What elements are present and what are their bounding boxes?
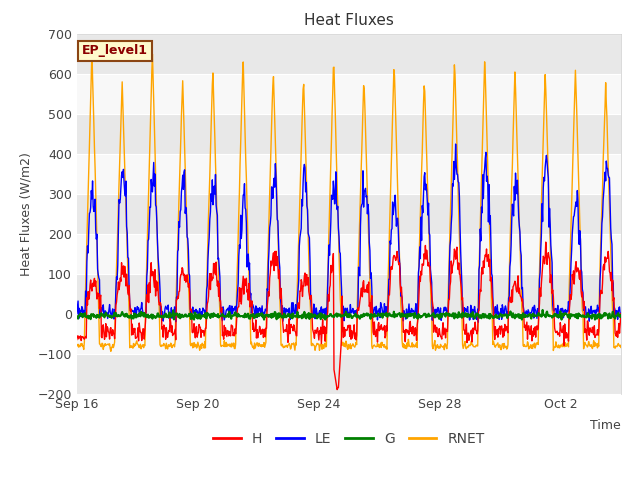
- Line: LE: LE: [77, 144, 621, 322]
- RNET: [202, 305, 210, 311]
- RNET: [107, 348, 115, 354]
- Bar: [77, 274, 621, 313]
- H: [542, 239, 550, 245]
- Bar: [77, 154, 621, 193]
- Bar: [77, 34, 621, 73]
- H: [382, 333, 390, 339]
- H: [300, 283, 308, 289]
- G: [382, 313, 390, 319]
- LE: [452, 141, 460, 147]
- G: [190, 317, 198, 323]
- Bar: [77, 313, 621, 354]
- RNET: [73, 343, 81, 349]
- LE: [513, 178, 521, 183]
- Line: G: G: [77, 310, 621, 320]
- RNET: [93, 238, 101, 243]
- G: [513, 312, 520, 318]
- G: [539, 307, 547, 313]
- RNET: [301, 124, 309, 130]
- H: [513, 289, 520, 295]
- LE: [474, 319, 482, 325]
- Text: EP_level1: EP_level1: [82, 44, 148, 58]
- G: [73, 313, 81, 319]
- H: [73, 336, 81, 342]
- RNET: [617, 345, 625, 350]
- G: [93, 315, 100, 321]
- RNET: [272, 163, 280, 168]
- G: [271, 310, 279, 315]
- Bar: [77, 234, 621, 274]
- H: [617, 311, 625, 316]
- H: [271, 249, 278, 254]
- RNET: [88, 48, 96, 54]
- Text: Time: Time: [590, 419, 621, 432]
- Line: H: H: [77, 242, 621, 390]
- Y-axis label: Heat Fluxes (W/m2): Heat Fluxes (W/m2): [19, 152, 32, 276]
- LE: [201, 311, 209, 316]
- LE: [617, 311, 625, 316]
- Bar: [77, 193, 621, 234]
- H: [333, 387, 341, 393]
- RNET: [513, 151, 521, 157]
- Bar: [77, 354, 621, 394]
- LE: [300, 165, 308, 171]
- Legend: H, LE, G, RNET: H, LE, G, RNET: [207, 426, 490, 452]
- G: [617, 312, 625, 318]
- LE: [271, 184, 278, 190]
- RNET: [383, 344, 390, 349]
- LE: [73, 311, 81, 316]
- H: [201, 329, 209, 335]
- G: [202, 310, 209, 316]
- Title: Heat Fluxes: Heat Fluxes: [304, 13, 394, 28]
- LE: [381, 310, 389, 315]
- LE: [93, 236, 100, 242]
- Bar: [77, 114, 621, 154]
- Line: RNET: RNET: [77, 51, 621, 351]
- H: [93, 287, 100, 292]
- Bar: [77, 73, 621, 114]
- G: [301, 309, 308, 315]
